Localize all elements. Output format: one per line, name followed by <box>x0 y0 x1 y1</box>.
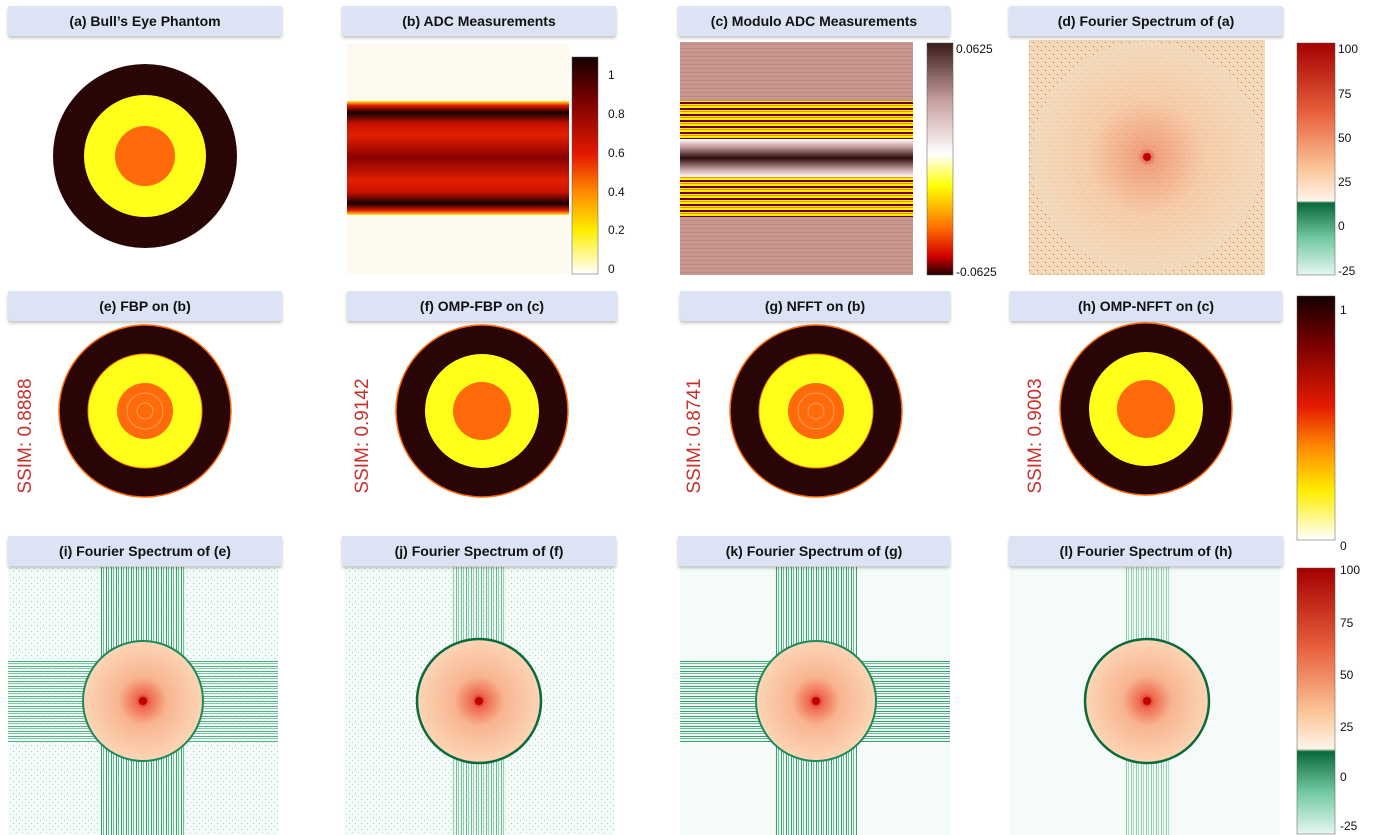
spectrum-bottom-colorbar-tick: 0 <box>1340 770 1347 784</box>
panel-title-j: (j) Fourier Spectrum of (f) <box>342 536 616 566</box>
adc-colorbar-tick: 0.6 <box>608 146 625 160</box>
spectrum-bottom-colorbar-tick: -25 <box>1340 819 1358 833</box>
spectrum-top-colorbar <box>1296 42 1336 276</box>
reconstruction-e <box>58 324 232 498</box>
panel-title-i: (i) Fourier Spectrum of (e) <box>8 536 282 566</box>
adc-colorbar-tick: 0 <box>608 262 615 276</box>
phantom-a <box>53 64 237 248</box>
panel-title-k: (k) Fourier Spectrum of (g) <box>678 536 950 566</box>
modulo-colorbar <box>926 42 954 276</box>
spectrum-k <box>680 567 950 835</box>
adc-measurements-image <box>347 44 569 274</box>
ssim-label-g: SSIM: 0.8741 <box>684 378 705 494</box>
panel-title-e: (e) FBP on (b) <box>8 291 282 321</box>
spectrum-top-colorbar-tick: 50 <box>1338 131 1352 145</box>
spectrum-bottom-colorbar-tick: 50 <box>1340 668 1354 682</box>
spectrum-d-image <box>1029 40 1265 275</box>
spectrum-top-colorbar-tick: 75 <box>1338 87 1352 101</box>
recon-colorbar-tick: 0 <box>1340 539 1347 553</box>
spectrum-bottom-colorbar-tick: 75 <box>1340 616 1354 630</box>
panel-title-c: (c) Modulo ADC Measurements <box>678 6 950 36</box>
ssim-label-e: SSIM: 0.8888 <box>15 378 36 494</box>
panel-title-f: (f) OMP-FBP on (c) <box>347 291 617 321</box>
panel-title-a: (a) Bull’s Eye Phantom <box>8 6 282 36</box>
panel-title-l: (l) Fourier Spectrum of (h) <box>1009 536 1283 566</box>
adc-colorbar-tick: 0.8 <box>608 107 625 121</box>
recon-colorbar-tick: 1 <box>1340 303 1347 317</box>
spectrum-bottom-colorbar-tick: 25 <box>1340 720 1354 734</box>
panel-title-b: (b) ADC Measurements <box>342 6 616 36</box>
panel-title-h: (h) OMP-NFFT on (c) <box>1010 291 1282 321</box>
spectrum-top-colorbar-tick: 100 <box>1338 42 1359 56</box>
spectrum-l <box>1010 567 1280 835</box>
modulo-colorbar-tick: -0.0625 <box>956 265 997 279</box>
panel-title-g: (g) NFFT on (b) <box>680 291 950 321</box>
spectrum-top-colorbar-tick: -25 <box>1338 264 1356 278</box>
adc-colorbar <box>571 56 599 275</box>
spectrum-bottom-colorbar <box>1296 567 1336 835</box>
reconstruction-f <box>395 324 569 498</box>
ssim-label-f: SSIM: 0.9142 <box>352 378 373 494</box>
modulo-adc-image <box>680 42 913 275</box>
reconstruction-g <box>729 324 903 498</box>
spectrum-bottom-colorbar-tick: 100 <box>1340 563 1361 577</box>
modulo-colorbar-tick: 0.0625 <box>956 42 993 56</box>
ssim-label-h: SSIM: 0.9003 <box>1025 378 1046 494</box>
spectrum-top-colorbar-tick: 0 <box>1338 219 1345 233</box>
spectrum-top-colorbar-tick: 25 <box>1338 175 1352 189</box>
spectrum-i <box>8 567 278 835</box>
panel-title-d: (d) Fourier Spectrum of (a) <box>1009 6 1283 36</box>
spectrum-j <box>344 567 614 835</box>
adc-colorbar-tick: 0.2 <box>608 223 625 237</box>
reconstruction-h <box>1059 322 1233 496</box>
recon-colorbar <box>1296 295 1336 541</box>
adc-colorbar-tick: 1 <box>608 68 615 82</box>
adc-colorbar-tick: 0.4 <box>608 185 625 199</box>
